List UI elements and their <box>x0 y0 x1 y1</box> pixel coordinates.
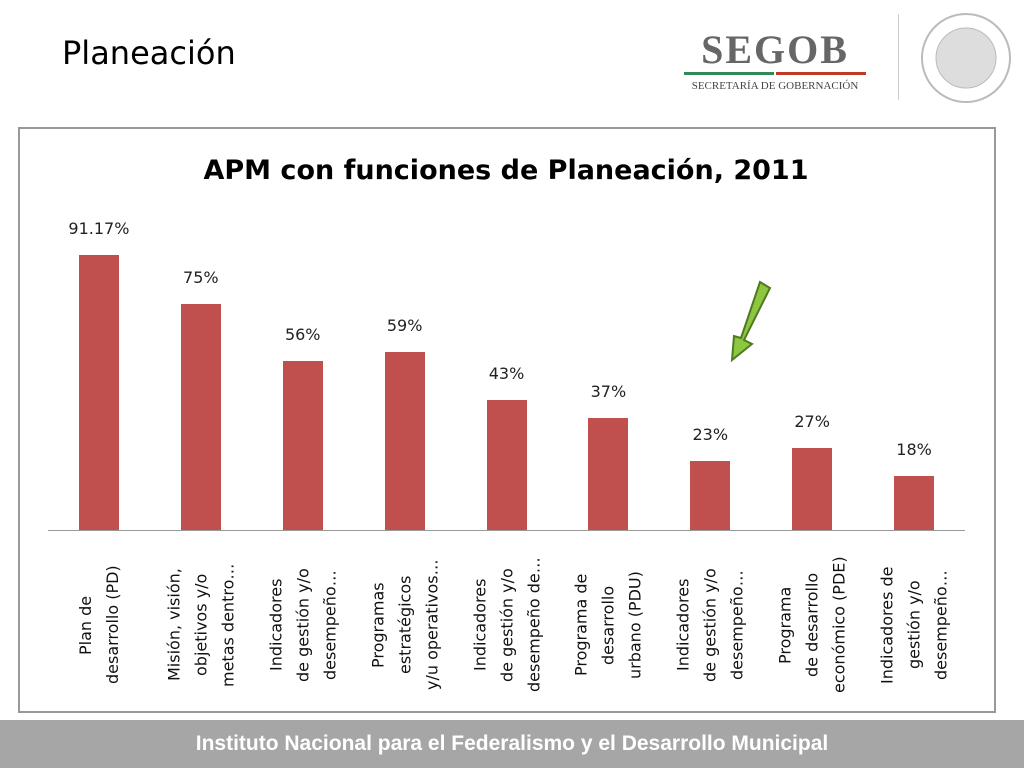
bar <box>894 475 935 530</box>
x-tick-label: Programa de desarrollo urbano (PDU) <box>571 571 645 679</box>
footer-bar <box>0 720 1024 768</box>
bar <box>792 448 833 530</box>
arrow <box>730 280 772 363</box>
value-label: 75% <box>183 267 219 287</box>
bar <box>588 418 629 530</box>
logo-name: SEGOB <box>701 27 849 72</box>
bar <box>384 351 425 530</box>
logo-stripe <box>684 72 774 75</box>
value-label: 59% <box>386 315 423 335</box>
chart-frame <box>18 127 996 713</box>
value-label: 43% <box>488 364 525 384</box>
bar <box>78 254 119 530</box>
x-tick-label: Indicadores de gestión y/o desempeño… <box>673 568 747 682</box>
x-tick-label: Indicadores de gestión y/o desempeño… <box>266 568 340 682</box>
bar <box>180 303 221 530</box>
footer: Instituto Nacional para el Federalismo y… <box>195 732 829 755</box>
value-label: 27% <box>794 412 830 432</box>
value-label: 37% <box>590 382 627 402</box>
value-label: 18% <box>896 439 932 459</box>
logo-divider <box>898 14 899 100</box>
x-tick-label: Misión, visión, objetivos y/o metas dent… <box>164 563 238 687</box>
seal <box>921 13 1011 103</box>
x-tick-label: Programa de desarrollo económico (PDE) <box>775 556 849 694</box>
x-tick-label: Indicadores de gestión y/o desempeño… <box>877 566 951 684</box>
x-tick-label: Plan de desarrollo (PD) <box>75 565 122 685</box>
bar <box>690 460 731 530</box>
slide-title: Planeación <box>62 34 236 72</box>
value-label: 56% <box>284 324 321 344</box>
baseline <box>48 530 965 531</box>
x-tick-label: Indicadores de gestión y/o desempeño de… <box>470 557 543 693</box>
bar <box>486 400 527 530</box>
logo-stripe <box>776 72 866 75</box>
chart-title: APM con funciones de Planeación, 2011 <box>203 155 809 186</box>
value-label: 91.17% <box>68 218 130 238</box>
bar <box>282 360 323 530</box>
x-tick-label: Programas estratégicos y/u operativos… <box>368 559 442 691</box>
logo-subtitle: SECRETARÍA DE GOBERNACIÓN <box>691 80 859 92</box>
value-label: 23% <box>692 424 729 444</box>
